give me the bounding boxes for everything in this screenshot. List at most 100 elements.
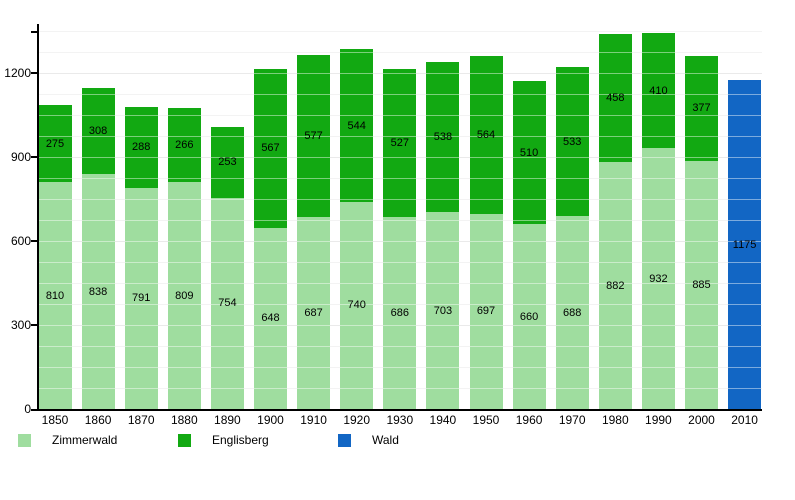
bar-value-label: 458	[606, 91, 625, 104]
gridline-overlay	[39, 178, 762, 179]
bar-segment-englisberg	[469, 55, 503, 214]
bar-value-label: 275	[45, 137, 65, 150]
bar-segment-zimmerwald	[426, 212, 460, 409]
y-axis-tick	[31, 409, 38, 411]
bar-value-label: 564	[476, 128, 496, 141]
bar-value-label: 686	[390, 306, 409, 319]
gridline-overlay	[39, 31, 762, 32]
bar-value-label: 266	[175, 139, 194, 152]
y-axis-tick	[31, 240, 38, 242]
bar-value-label: 544	[347, 119, 366, 132]
x-tick-label: 1930	[386, 413, 414, 427]
bar-segment-zimmerwald	[167, 182, 201, 409]
bar-segment-zimmerwald	[641, 148, 675, 409]
x-tick-label: 1940	[429, 413, 457, 427]
bar-value-label: 253	[218, 156, 237, 169]
gridline-overlay	[39, 262, 762, 263]
bar-value-label: 838	[88, 285, 108, 298]
x-tick-label: 1970	[558, 413, 586, 427]
y-tick-label: 0	[24, 402, 31, 416]
y-tick-label: 1200	[4, 66, 31, 80]
bar-value-label: 533	[563, 135, 582, 148]
bar-value-label: 885	[692, 279, 711, 292]
legend-label-englisberg: Englisberg	[212, 433, 269, 447]
bar-value-label: 810	[45, 289, 65, 302]
bar-segment-zimmerwald	[383, 216, 417, 409]
x-tick-label: 2010	[731, 413, 758, 427]
bar-value-label: 687	[304, 306, 323, 319]
bar-value-label: 288	[132, 141, 151, 154]
bar-segment-englisberg	[641, 33, 675, 149]
legend-label-wald: Wald	[372, 433, 399, 447]
legend-item-zimmerwald: Zimmerwald	[18, 433, 117, 447]
bar-segment-englisberg	[685, 55, 718, 162]
gridline-minor	[39, 52, 762, 53]
x-tick-label: 1980	[601, 413, 629, 427]
bar-segment-zimmerwald	[210, 197, 244, 409]
bar-segment-englisberg	[210, 127, 244, 198]
x-tick-label: 1910	[300, 413, 327, 427]
x-tick-label: 1860	[84, 413, 112, 427]
legend: Zimmerwald Englisberg Wald	[0, 433, 795, 453]
bar-value-label: 688	[563, 306, 582, 319]
x-tick-label: 1990	[645, 413, 672, 427]
gridline-overlay	[39, 283, 762, 284]
bar-segment-zimmerwald	[124, 187, 158, 409]
legend-swatch-englisberg-icon	[178, 433, 191, 447]
bar-segment-zimmerwald	[685, 161, 718, 409]
legend-swatch-zimmerwald-icon	[18, 433, 31, 447]
x-tick-label: 1950	[472, 413, 500, 427]
legend-item-englisberg: Englisberg	[178, 433, 269, 447]
bar-segment-wald	[728, 80, 762, 409]
bar-value-label: 932	[649, 272, 668, 285]
bar-segment-englisberg	[167, 108, 201, 183]
gridline-overlay	[39, 94, 762, 95]
bar-value-label: 1175	[732, 238, 757, 251]
bar-value-label: 377	[692, 102, 711, 115]
y-axis-tick	[31, 156, 38, 158]
bar-value-label: 648	[261, 312, 280, 325]
bar-value-label: 882	[606, 279, 625, 292]
bar-segment-zimmerwald	[254, 227, 287, 409]
bar-segment-englisberg	[124, 106, 158, 188]
gridline-overlay	[39, 52, 762, 53]
bar-segment-zimmerwald	[38, 182, 72, 409]
bar-value-label: 410	[649, 84, 668, 97]
y-axis-tick	[31, 324, 38, 326]
bar-segment-zimmerwald	[512, 224, 546, 409]
bar-value-label: 308	[88, 125, 108, 138]
bar-value-label: 538	[433, 130, 453, 143]
gridline-overlay	[39, 346, 762, 347]
y-tick-label: 600	[10, 234, 31, 248]
bar-value-label: 527	[390, 137, 409, 150]
bar-value-label: 791	[132, 292, 151, 305]
bar-segment-englisberg	[555, 67, 589, 217]
gridline-overlay	[39, 157, 762, 158]
bar-segment-englisberg	[254, 68, 287, 228]
bar-segment-englisberg	[512, 81, 546, 225]
gridline-overlay	[39, 325, 762, 326]
gridline-overlay	[39, 304, 762, 305]
bar-value-label: 703	[433, 304, 453, 317]
legend-label-zimmerwald: Zimmerwald	[52, 433, 118, 447]
gridline-minor	[39, 31, 762, 32]
bar-segment-zimmerwald	[81, 174, 115, 409]
bar-segment-englisberg	[81, 88, 115, 175]
bar-value-label: 740	[347, 299, 366, 312]
bar-value-label: 697	[476, 305, 496, 318]
bar-value-label: 809	[175, 289, 194, 302]
bar-value-label: 660	[519, 310, 539, 323]
y-tick-label: 300	[10, 318, 31, 332]
bar-segment-englisberg	[426, 61, 460, 213]
gridline-overlay	[39, 73, 762, 74]
bar-segment-englisberg	[383, 69, 417, 217]
gridline-overlay	[39, 241, 762, 242]
gridline-overlay	[39, 199, 762, 200]
x-tick-label: 1960	[515, 413, 543, 427]
x-tick-label: 2000	[688, 413, 715, 427]
gridline-overlay	[39, 367, 762, 368]
x-tick-label: 1880	[170, 413, 198, 427]
bar-segment-englisberg	[598, 33, 632, 163]
